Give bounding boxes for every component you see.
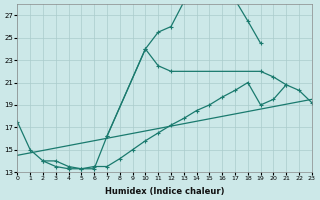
X-axis label: Humidex (Indice chaleur): Humidex (Indice chaleur) <box>105 187 224 196</box>
